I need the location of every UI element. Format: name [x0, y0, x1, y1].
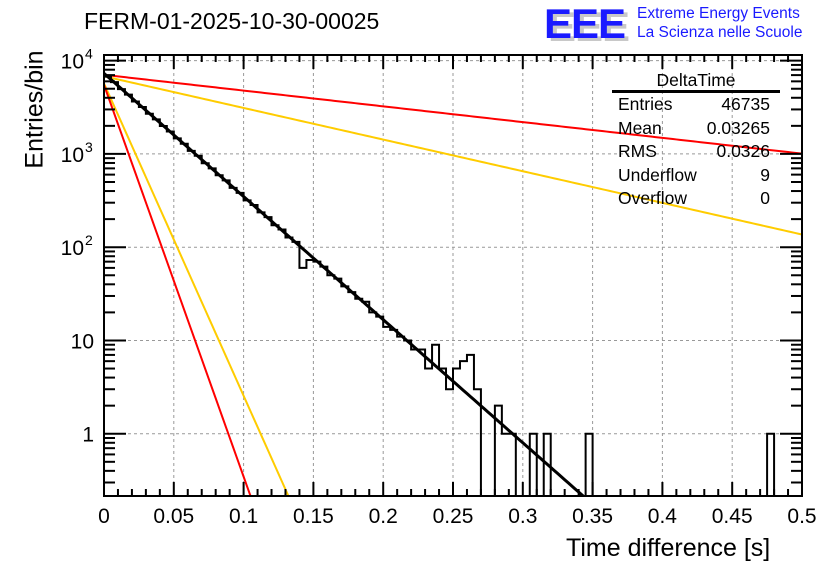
x-tick-label: 0.05 [153, 505, 194, 528]
stats-value: 0.03265 [706, 117, 770, 138]
stats-label: Overflow [618, 188, 688, 208]
y-tick-label: 10 [61, 144, 84, 167]
stats-value: 46735 [721, 94, 770, 114]
stats-row-entries: Entries 46735 [610, 93, 778, 117]
y-tick-label: 10 [61, 51, 84, 74]
y-tick-label: 10 [71, 330, 94, 353]
fit-curve-lower-fast-yellow [104, 83, 290, 496]
stats-label: Mean [618, 117, 662, 138]
stats-title: DeltaTime [612, 70, 780, 93]
stats-value: 0 [760, 188, 770, 208]
x-tick-label: 0.1 [229, 505, 258, 528]
x-tick-label: 0.2 [369, 505, 398, 528]
fit-curve-main [104, 72, 586, 496]
eee-logo: EEE Extreme Energy Events La Scienza nel… [542, 2, 836, 46]
plot-title: FERM-01-2025-10-30-00025 [84, 8, 380, 34]
axis-ticks [103, 55, 803, 496]
stats-value: 9 [760, 164, 770, 185]
x-tick-label: 0.35 [572, 505, 613, 528]
fit-curve-upper-slow-red [104, 73, 802, 155]
x-tick-label: 0.45 [712, 505, 753, 528]
y-tick-exponent: 4 [85, 46, 93, 62]
logo-line-1: Extreme Energy Events [637, 5, 800, 22]
eee-logo-letters: EEE [544, 0, 626, 47]
fit-curve-lower-fast-red [104, 84, 252, 496]
stats-value: 0.0326 [716, 141, 770, 161]
stats-row-overflow: Overflow 0 [610, 187, 778, 211]
y-axis-label: Entries/bin [20, 50, 49, 169]
stats-row-underflow: Underflow 9 [610, 164, 778, 188]
stats-label: Entries [618, 94, 673, 114]
x-tick-label: 0.3 [508, 505, 537, 528]
y-tick-exponent: 2 [85, 232, 93, 248]
plot-frame [103, 54, 803, 497]
x-tick-label: 0.25 [433, 505, 474, 528]
stats-label: Underflow [618, 164, 697, 185]
x-axis-label: Time difference [s] [566, 534, 771, 562]
fit-curve-upper-slow-yellow [104, 75, 802, 236]
logo-line-2: La Scienza nelle Scuole [637, 24, 803, 41]
x-tick-labels: 0 0.05 0.1 0.15 0.2 0.25 0.3 0.35 0.4 0.45 0.5 [98, 505, 816, 528]
x-tick-label: 0.5 [787, 505, 816, 528]
x-tick-label: 0 [98, 505, 110, 528]
x-tick-label: 0.4 [648, 505, 678, 528]
fit-curve-fit [104, 72, 586, 496]
y-tick-label: 10 [61, 237, 84, 260]
y-tick-exponent: 3 [85, 139, 93, 155]
stats-row-mean: Mean 0.03265 [610, 117, 778, 141]
stats-label: RMS [618, 141, 657, 161]
stats-row-rms: RMS 0.0326 [610, 140, 778, 164]
stats-box: DeltaTime Entries 46735 Mean 0.03265 RMS… [610, 70, 780, 211]
y-tick-label: 1 [82, 424, 94, 447]
fit-curves [104, 73, 802, 496]
x-tick-label: 0.15 [293, 505, 334, 528]
